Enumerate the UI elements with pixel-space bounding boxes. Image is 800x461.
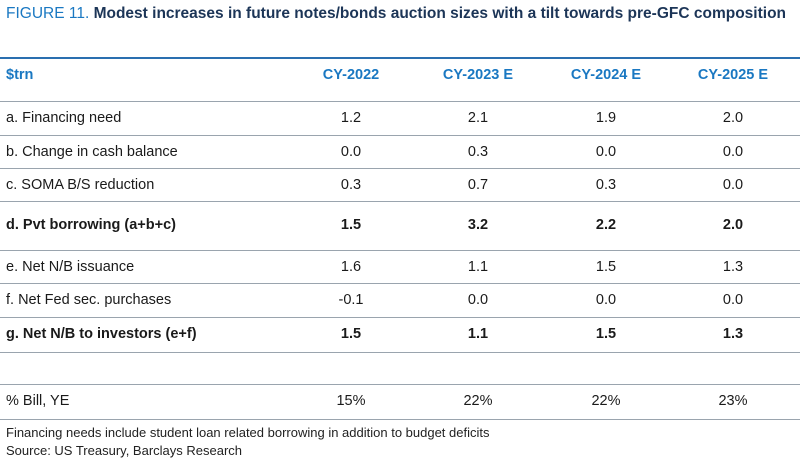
table-cell: 22% bbox=[463, 393, 493, 409]
col-header-cy2024: CY-2024 E bbox=[570, 67, 642, 83]
table-cell: 2.2 bbox=[595, 217, 617, 233]
row-label: c. SOMA B/S reduction bbox=[6, 177, 155, 193]
table-cell: 23% bbox=[718, 393, 748, 409]
table-row: c. SOMA B/S reduction 0.3 0.7 0.3 0.0 bbox=[0, 169, 800, 202]
table-cell: 1.1 bbox=[467, 259, 489, 275]
table-row: g. Net N/B to investors (e+f) 1.5 1.1 1.5 1.… bbox=[0, 318, 800, 351]
table-cell: 0.7 bbox=[467, 177, 489, 193]
table-cell: 3.2 bbox=[467, 217, 489, 233]
table-cell: 1.5 bbox=[340, 217, 362, 233]
table-cell: 0.0 bbox=[467, 292, 489, 308]
table-cell: 1.9 bbox=[595, 110, 617, 126]
table-cell: 1.5 bbox=[595, 326, 617, 342]
figure-label: FIGURE 11. bbox=[6, 5, 90, 22]
table-cell: 15% bbox=[336, 393, 366, 409]
row-label: g. Net N/B to investors (e+f) bbox=[6, 326, 197, 342]
table-cell: 0.0 bbox=[595, 144, 617, 160]
table-cell: 1.1 bbox=[467, 326, 489, 342]
table-row: b. Change in cash balance 0.0 0.3 0.0 0.0 bbox=[0, 136, 800, 169]
table-row: a. Financing need 1.2 2.1 1.9 2.0 bbox=[0, 102, 800, 135]
col-header-cy2022: CY-2022 bbox=[322, 67, 380, 83]
row-divider bbox=[0, 283, 800, 284]
top-rule bbox=[0, 57, 800, 59]
table-cell: 0.0 bbox=[722, 144, 744, 160]
row-divider bbox=[0, 384, 800, 385]
table-row: e. Net N/B issuance 1.6 1.1 1.5 1.3 bbox=[0, 251, 800, 284]
row-label: d. Pvt borrowing (a+b+c) bbox=[6, 217, 176, 233]
col-header-cy2023: CY-2023 E bbox=[442, 67, 514, 83]
row-divider bbox=[0, 317, 800, 318]
table-cell: 1.2 bbox=[340, 110, 362, 126]
row-divider bbox=[0, 101, 800, 102]
figure-notes: Financing needs include student loan rel… bbox=[6, 424, 490, 460]
table-cell: 2.0 bbox=[722, 110, 744, 126]
col-header-cy2025: CY-2025 E bbox=[697, 67, 769, 83]
row-label: % Bill, YE bbox=[6, 393, 70, 409]
table-row: d. Pvt borrowing (a+b+c) 1.5 3.2 2.2 2.0 bbox=[0, 209, 800, 242]
row-label: f. Net Fed sec. purchases bbox=[6, 292, 172, 308]
table-cell: 2.0 bbox=[722, 217, 744, 233]
row-divider bbox=[0, 250, 800, 251]
table-cell: 1.3 bbox=[722, 326, 744, 342]
table-cell: 0.3 bbox=[340, 177, 362, 193]
note-financing: Financing needs include student loan rel… bbox=[6, 425, 490, 440]
row-divider bbox=[0, 135, 800, 136]
unit-header: $trn bbox=[6, 67, 34, 83]
table-cell: 0.0 bbox=[595, 292, 617, 308]
row-label: e. Net N/B issuance bbox=[6, 259, 135, 275]
figure-title-text: Modest increases in future notes/bonds a… bbox=[93, 5, 786, 22]
row-label: a. Financing need bbox=[6, 110, 122, 126]
table-cell: 0.0 bbox=[340, 144, 362, 160]
table-row: f. Net Fed sec. purchases -0.1 0.0 0.0 0.0 bbox=[0, 284, 800, 317]
figure-title: FIGURE 11. Modest increases in future no… bbox=[6, 3, 786, 24]
table-cell: 0.0 bbox=[722, 292, 744, 308]
note-source: Source: US Treasury, Barclays Research bbox=[6, 443, 243, 458]
row-divider bbox=[0, 168, 800, 169]
table-cell: 1.3 bbox=[722, 259, 744, 275]
table-cell: 0.0 bbox=[722, 177, 744, 193]
table-row: % Bill, YE 15% 22% 22% 23% bbox=[0, 385, 800, 418]
table-cell: -0.1 bbox=[338, 292, 364, 308]
table-cell: 22% bbox=[591, 393, 621, 409]
table-cell: 0.3 bbox=[595, 177, 617, 193]
table-cell: 1.5 bbox=[340, 326, 362, 342]
table-cell: 1.5 bbox=[595, 259, 617, 275]
table-cell: 0.3 bbox=[467, 144, 489, 160]
row-divider bbox=[0, 352, 800, 353]
row-divider bbox=[0, 419, 800, 420]
row-divider bbox=[0, 201, 800, 202]
table-cell: 2.1 bbox=[467, 110, 489, 126]
row-label: b. Change in cash balance bbox=[6, 144, 178, 160]
table-cell: 1.6 bbox=[340, 259, 362, 275]
